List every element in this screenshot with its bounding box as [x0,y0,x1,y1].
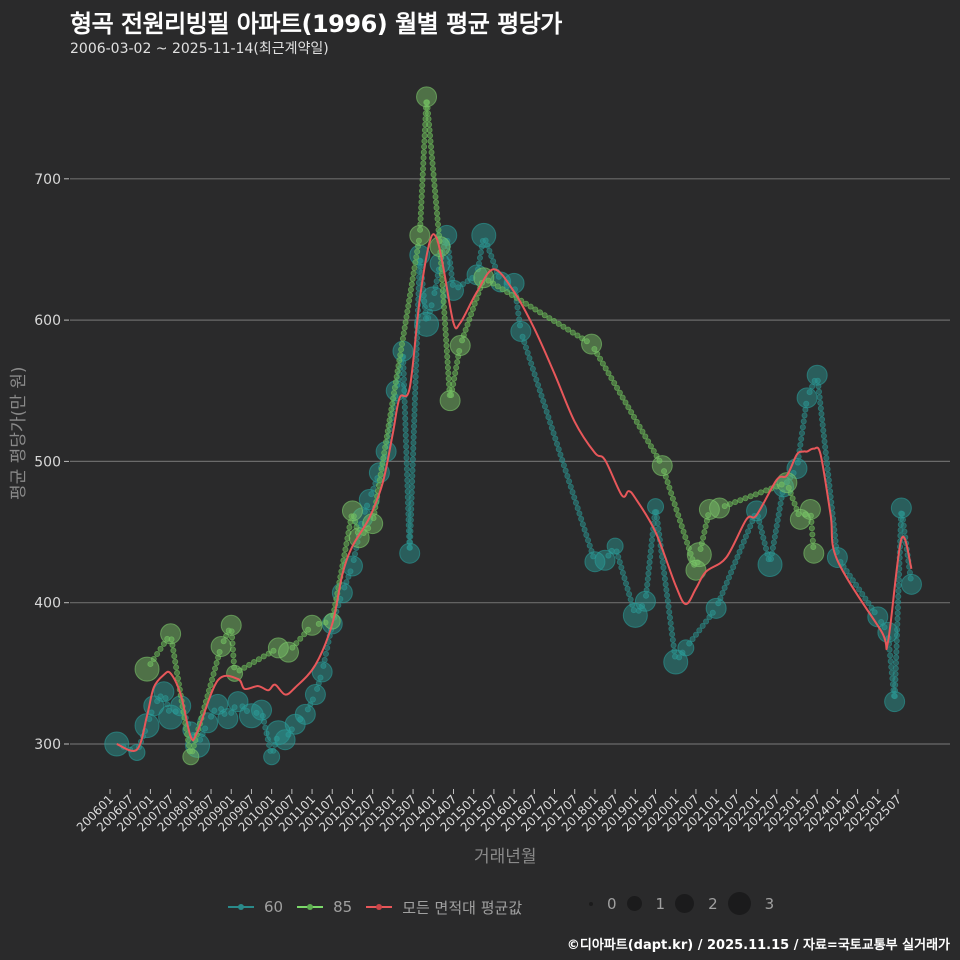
line-swatch-icon [297,904,324,910]
y-axis-ticks: 300 400 500 600 700 [34,172,69,753]
x-axis-ticks: 2006012006072007012007072008012008072009… [74,789,904,835]
svg-text:300: 300 [34,737,61,753]
series-85 [134,86,825,766]
bubble-size-icon [589,901,593,906]
line-swatch-icon [366,904,393,910]
legend-item-60[interactable]: 60 [228,898,283,916]
line-swatch-icon [228,904,254,910]
x-axis-label: 거래년월 [474,847,537,867]
source-caption: ©디아파트(dapt.kr) / 2025.11.15 / 자료=국토교통부 실… [566,938,950,953]
svg-text:600: 600 [34,313,61,329]
legend-item-average[interactable]: 모든 면적대 평균값 [366,897,522,918]
chart-title: 형곡 전원리빙필 아파트(1996) 월별 평균 평당가 [70,10,562,38]
bubble-size-icon [675,894,695,913]
svg-text:400: 400 [34,596,61,612]
bubble-size-icon [626,896,642,911]
y-axis-label: 평균 평당가(만 원) [9,366,29,500]
series-average-line [116,233,913,752]
legend-item-85[interactable]: 85 [297,898,352,916]
gridlines [70,178,950,745]
size-legend-item-3: 3 [727,892,774,915]
size-legend: 0 1 2 3 [585,892,784,915]
chart-subtitle: 2006-03-02 ~ 2025-11-14(최근계약일) [70,41,329,57]
bubble-size-icon [727,892,751,915]
svg-text:500: 500 [34,454,61,470]
size-legend-item-0: 0 [585,895,617,913]
svg-text:700: 700 [34,172,61,188]
size-legend-item-2: 2 [675,894,718,913]
series-legend: 60 85 모든 면적대 평균값 [228,895,536,919]
series-60 [104,222,922,766]
size-legend-item-1: 1 [626,895,665,913]
legend-label: 모든 면적대 평균값 [402,898,523,917]
legend-label: 60 [264,898,284,916]
legend-label: 85 [333,898,353,916]
